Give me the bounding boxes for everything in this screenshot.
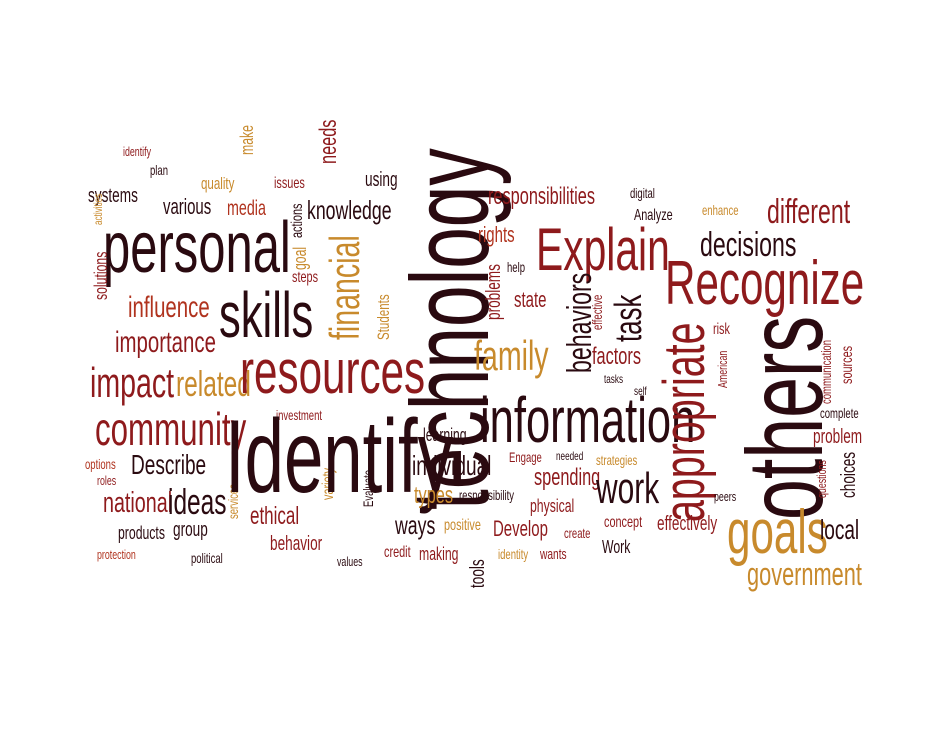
word-personal: personal xyxy=(103,208,291,288)
word-help: help xyxy=(507,259,525,275)
word-various: various xyxy=(163,194,212,219)
word-products: products xyxy=(118,523,165,543)
word-physical: physical xyxy=(530,496,575,516)
word-issues: issues xyxy=(274,175,305,192)
word-self: self xyxy=(634,384,647,398)
word-learning: learning xyxy=(423,425,467,445)
word-ways: ways xyxy=(395,510,436,540)
word-related: related xyxy=(176,363,251,404)
word-systems: systems xyxy=(88,185,138,207)
word-problem: problem xyxy=(813,426,863,448)
word-making: making xyxy=(419,544,459,564)
word-financial: financial xyxy=(321,235,368,340)
word-engage: Engage xyxy=(509,449,542,465)
word-create: create xyxy=(564,525,591,541)
word-behavior: behavior xyxy=(270,533,323,555)
word-resources: resources xyxy=(240,338,426,407)
word-needs: needs xyxy=(315,119,342,164)
word-community: community xyxy=(95,403,247,455)
word-sources: sources xyxy=(839,345,856,384)
word-local: local xyxy=(820,514,860,545)
word-credit: credit xyxy=(384,544,411,561)
word-family: family xyxy=(474,332,549,379)
word-steps: steps xyxy=(292,269,319,286)
word-information: information xyxy=(480,384,696,456)
word-responsibility: responsibility xyxy=(459,487,515,503)
word-responsibilities: responsibilities xyxy=(488,183,596,210)
word-political: political xyxy=(191,550,223,566)
word-tools: tools xyxy=(467,559,489,588)
word-develop: Develop xyxy=(493,516,548,541)
word-state: state xyxy=(514,287,547,312)
word-questions: questions xyxy=(814,460,829,498)
word-ideas: ideas xyxy=(168,481,227,522)
word-digital: digital xyxy=(630,185,655,201)
word-actions: actions xyxy=(289,203,306,238)
word-protection: protection xyxy=(97,547,136,562)
word-influence: influence xyxy=(128,291,210,324)
word-decisions: decisions xyxy=(700,226,797,264)
word-group: group xyxy=(173,519,208,541)
word-values: values xyxy=(337,554,363,569)
word-skills: skills xyxy=(219,279,314,351)
word-risk: risk xyxy=(713,321,730,338)
word-positive: positive xyxy=(444,517,481,534)
word-enhance: enhance xyxy=(702,202,739,218)
word-goal: goal xyxy=(290,246,310,270)
word-problems: problems xyxy=(483,264,505,320)
word-investment: investment xyxy=(276,407,323,423)
word-goals: goals xyxy=(727,498,828,567)
word-importance: importance xyxy=(115,326,216,359)
word-appropriate: appropriate xyxy=(652,322,717,522)
word-media: media xyxy=(227,197,266,220)
word-plan: plan xyxy=(150,162,168,178)
word-government: government xyxy=(747,556,862,592)
word-effective: effective xyxy=(589,294,605,330)
word-impact: impact xyxy=(90,359,175,406)
word-choices: choices xyxy=(838,451,860,498)
word-communication: communication xyxy=(818,339,834,404)
word-roles: roles xyxy=(97,473,117,488)
word-spending: spending xyxy=(534,464,601,491)
word-identify-large: Identify xyxy=(225,399,454,515)
word-task: task xyxy=(608,294,650,342)
word-knowledge: knowledge xyxy=(307,195,392,225)
word-rights: rights xyxy=(478,222,515,247)
word-quality: quality xyxy=(201,174,235,193)
word-identify-small: identify xyxy=(123,144,152,159)
word-types: types xyxy=(414,482,454,509)
word-ethical: ethical xyxy=(250,502,300,530)
word-concept: concept xyxy=(604,514,643,531)
word-different: different xyxy=(767,193,851,231)
word-using: using xyxy=(365,169,398,191)
word-effectively: effectively xyxy=(657,513,718,535)
word-recognize: Recognize xyxy=(665,249,865,318)
word-wants: wants xyxy=(540,546,567,563)
word-describe: Describe xyxy=(131,449,207,480)
word-work: work xyxy=(596,464,660,513)
word-identity: identity xyxy=(498,546,529,562)
word-explain: Explain xyxy=(536,216,670,283)
word-strategies: strategies xyxy=(596,452,638,468)
word-needed: needed xyxy=(556,449,584,463)
word-factors: factors xyxy=(592,343,641,370)
word-national: national xyxy=(103,487,173,519)
word-work-small: Work xyxy=(602,537,631,557)
word-complete: complete xyxy=(820,405,859,421)
word-peers: peers xyxy=(714,489,737,504)
word-individual: individual xyxy=(412,450,492,481)
word-make: make xyxy=(237,125,257,155)
word-analyze: Analyze xyxy=(634,207,673,224)
word-options: options xyxy=(85,456,116,472)
word-solutions: solutions xyxy=(91,251,111,300)
word-tasks: tasks xyxy=(604,372,624,386)
